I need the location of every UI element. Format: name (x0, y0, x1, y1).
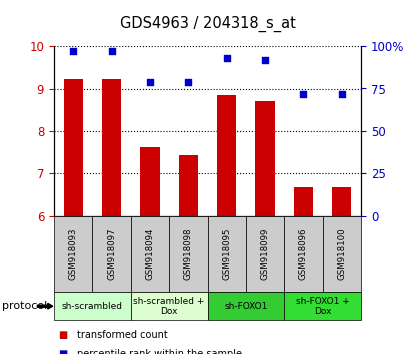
Point (146, 79, 153, 85)
Text: GDS4963 / 204318_s_at: GDS4963 / 204318_s_at (120, 16, 295, 32)
Text: GSM918093: GSM918093 (68, 228, 78, 280)
Text: ■: ■ (58, 349, 67, 354)
Text: sh-FOXO1: sh-FOXO1 (224, 302, 268, 311)
Point (108, 48, 115, 54)
Point (339, 91, 345, 96)
Text: transformed count: transformed count (77, 330, 168, 339)
Bar (294, 188, 313, 216)
Point (185, 79, 192, 85)
Point (300, 91, 307, 96)
Text: sh-scrambled: sh-scrambled (62, 302, 123, 311)
Text: sh-FOXO1 +
Dox: sh-FOXO1 + Dox (296, 297, 349, 316)
Text: protocol: protocol (2, 301, 47, 311)
Point (70, 48, 76, 54)
Text: GSM918095: GSM918095 (222, 228, 231, 280)
Text: GSM918096: GSM918096 (299, 228, 308, 280)
Text: GSM918100: GSM918100 (337, 228, 347, 280)
Bar (140, 147, 159, 216)
Bar (102, 79, 121, 216)
Point (223, 55, 230, 61)
Text: percentile rank within the sample: percentile rank within the sample (77, 349, 242, 354)
Text: GSM918094: GSM918094 (145, 228, 154, 280)
Text: ■: ■ (58, 330, 67, 339)
Bar (256, 101, 275, 216)
Point (262, 57, 269, 62)
Bar (63, 79, 83, 216)
Text: GSM918097: GSM918097 (107, 228, 116, 280)
Text: sh-scrambled +
Dox: sh-scrambled + Dox (134, 297, 205, 316)
Bar (217, 95, 236, 216)
Bar (179, 155, 198, 216)
Bar (332, 188, 352, 216)
Text: GSM918098: GSM918098 (184, 228, 193, 280)
Text: GSM918099: GSM918099 (261, 228, 270, 280)
